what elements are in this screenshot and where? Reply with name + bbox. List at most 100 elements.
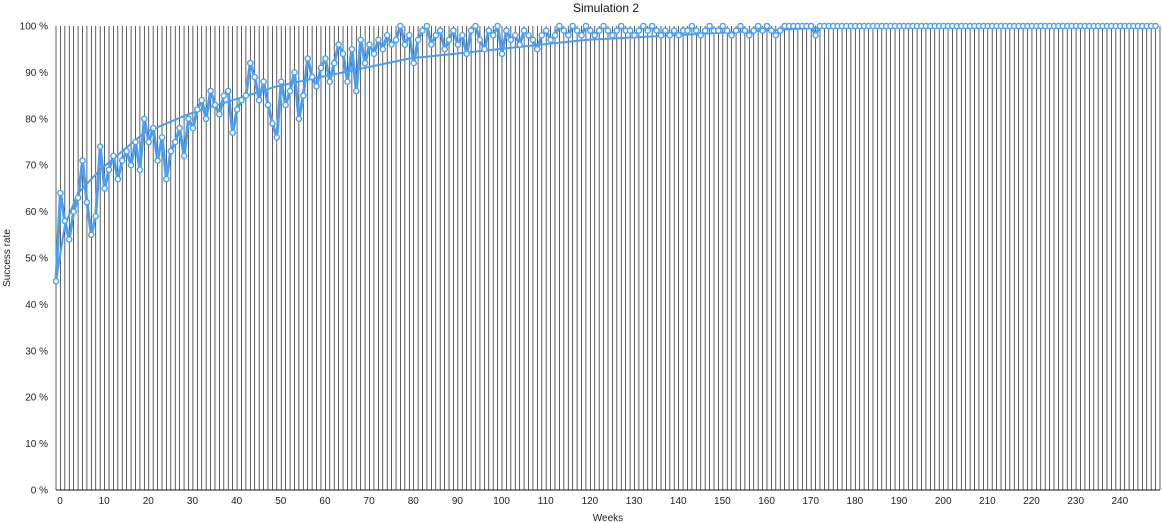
- grid: [55, 26, 1161, 491]
- data-point: [759, 27, 766, 34]
- data-point: [96, 143, 104, 150]
- x-tick-label: 100: [493, 496, 510, 507]
- plot-area: [52, 22, 1159, 285]
- data-point: [481, 45, 488, 53]
- data-point: [101, 185, 108, 192]
- data-point: [273, 134, 281, 141]
- data-point: [772, 32, 780, 39]
- data-point: [807, 22, 815, 30]
- data-point: [317, 64, 325, 72]
- data-point: [70, 208, 77, 215]
- data-point: [737, 22, 744, 30]
- data-point: [436, 27, 444, 34]
- x-tick-label: 140: [670, 496, 687, 507]
- y-axis-title: Success rate: [2, 229, 13, 287]
- y-tick-label: 50 %: [25, 254, 48, 265]
- data-point: [216, 110, 223, 118]
- x-tick-label: 30: [187, 496, 199, 507]
- data-point: [233, 106, 241, 113]
- data-point: [74, 194, 82, 201]
- data-point: [419, 27, 426, 34]
- data-point: [512, 32, 519, 39]
- data-point: [569, 22, 577, 30]
- trendline: [55, 25, 1156, 282]
- y-tick-label: 30 %: [25, 346, 48, 357]
- data-point: [525, 32, 532, 39]
- data-point: [613, 27, 621, 34]
- data-point: [260, 78, 267, 85]
- data-point: [631, 32, 638, 39]
- data-point: [388, 41, 395, 48]
- data-point: [728, 32, 735, 39]
- y-tick-label: 20 %: [25, 393, 48, 404]
- data-point: [489, 32, 497, 39]
- data-point: [136, 166, 144, 174]
- data-point: [229, 129, 236, 136]
- data-point: [600, 22, 607, 30]
- data-point: [282, 101, 289, 109]
- y-tick-label: 60 %: [25, 207, 48, 218]
- data-point: [556, 22, 563, 30]
- data-point: [308, 73, 316, 81]
- data-point: [414, 36, 422, 44]
- x-tick-label: 230: [1067, 496, 1084, 507]
- data-point: [140, 115, 148, 123]
- data-point: [763, 22, 771, 30]
- x-tick-label: 200: [935, 496, 952, 507]
- data-point: [582, 22, 590, 30]
- data-point: [149, 124, 157, 132]
- data-point: [57, 189, 64, 197]
- data-point: [701, 27, 709, 34]
- data-point: [732, 27, 740, 34]
- x-tick-label: 60: [319, 496, 331, 507]
- x-tick-label: 110: [538, 496, 554, 507]
- data-point: [110, 152, 117, 160]
- data-point: [65, 236, 73, 243]
- data-point: [662, 27, 669, 34]
- data-point: [163, 175, 170, 183]
- x-tick-label: 150: [714, 496, 731, 507]
- data-point: [498, 50, 506, 58]
- data-point: [463, 50, 471, 58]
- data-point: [397, 22, 404, 30]
- data-point: [242, 92, 250, 99]
- data-point: [609, 32, 616, 39]
- data-point: [176, 124, 183, 132]
- x-tick-label: 40: [231, 496, 243, 507]
- data-point: [560, 27, 568, 34]
- y-tick-label: 80 %: [25, 114, 48, 125]
- data-point: [617, 22, 625, 30]
- x-tick-label: 10: [99, 496, 111, 507]
- data-point: [591, 32, 599, 39]
- data-point: [145, 138, 152, 146]
- data-point: [542, 27, 550, 34]
- data-point: [670, 27, 678, 34]
- data-point: [291, 69, 298, 76]
- data-point: [626, 27, 634, 34]
- data-point: [383, 32, 391, 39]
- data-point: [207, 87, 214, 95]
- y-tick-label: 100 %: [20, 22, 48, 33]
- data-point: [587, 27, 594, 34]
- data-point: [304, 55, 312, 62]
- data-point: [666, 32, 674, 39]
- data-point: [657, 32, 665, 39]
- data-point: [648, 22, 656, 30]
- x-tick-label: 180: [847, 496, 864, 507]
- data-point: [410, 59, 418, 67]
- data-point: [768, 27, 775, 34]
- data-point: [534, 45, 541, 53]
- data-point: [202, 115, 210, 123]
- data-point: [299, 92, 307, 99]
- data-point: [507, 36, 515, 44]
- data-point: [348, 45, 356, 53]
- data-point: [92, 212, 99, 220]
- data-point: [286, 87, 294, 95]
- data-point: [635, 27, 643, 34]
- data-point: [167, 147, 175, 155]
- data-point: [220, 92, 228, 99]
- data-point: [706, 22, 713, 30]
- data-point: [715, 27, 722, 34]
- data-point: [467, 27, 475, 34]
